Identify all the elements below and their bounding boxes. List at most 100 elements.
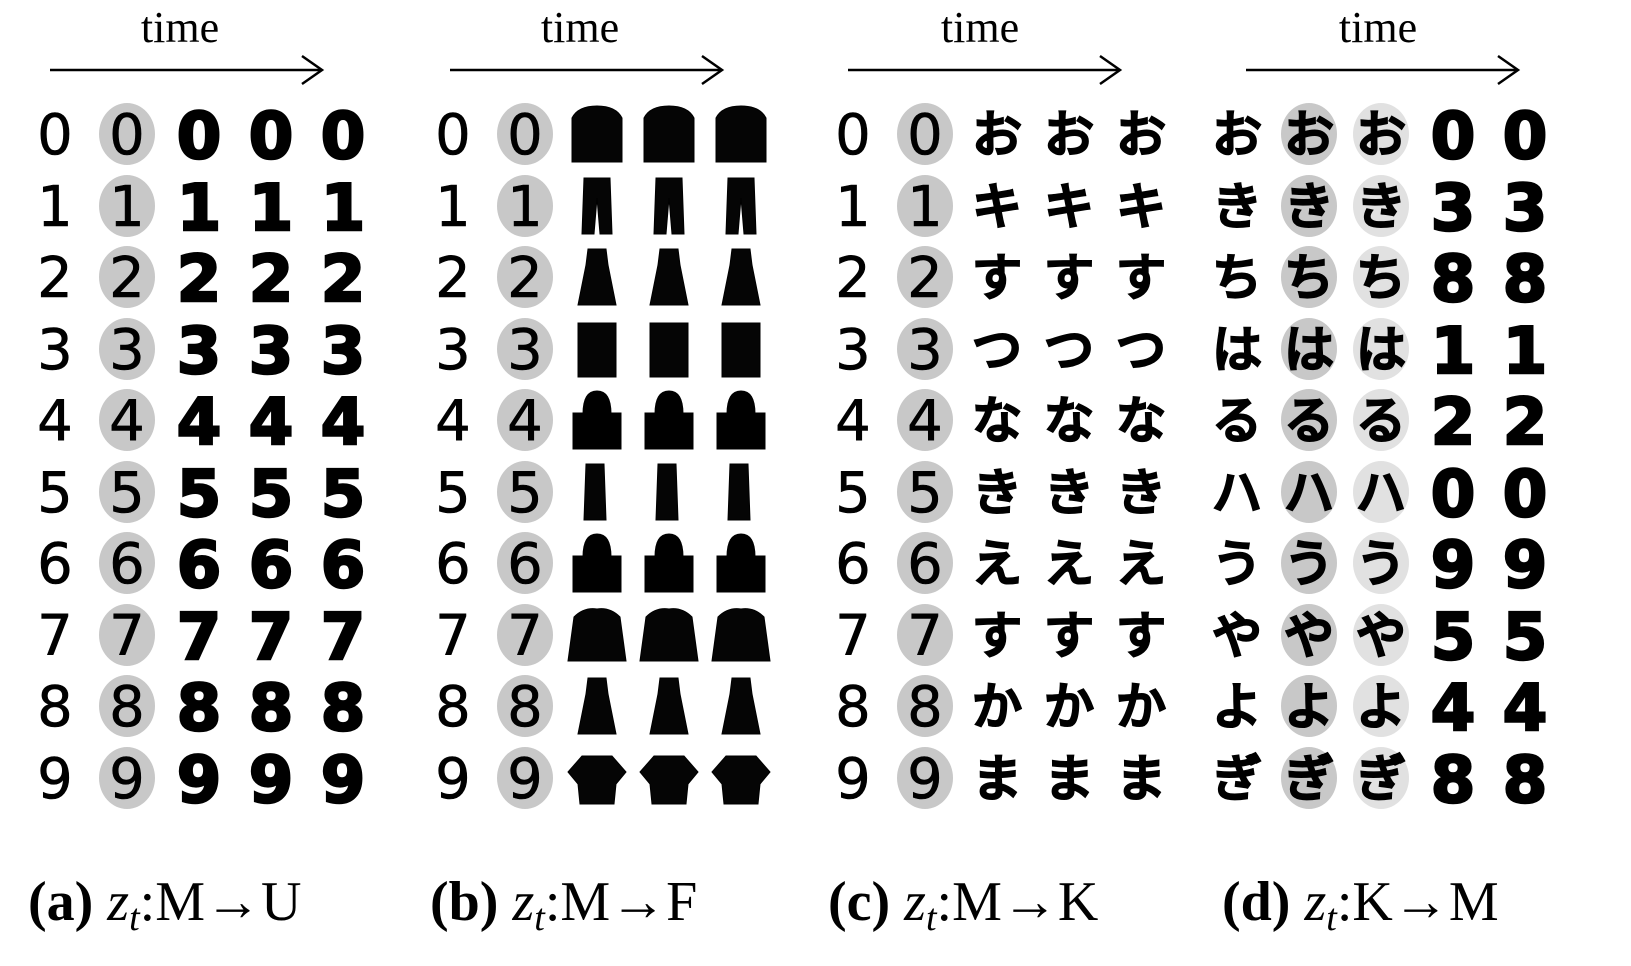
- fashion-item: [725, 177, 757, 234]
- svg-text:3: 3: [109, 318, 145, 383]
- svg-text:ま: ま: [1116, 750, 1166, 808]
- sample-image: よ: [1353, 675, 1409, 737]
- svg-text:ぎ: ぎ: [1284, 750, 1334, 808]
- fashion-item: [567, 607, 627, 661]
- svg-text:9: 9: [1503, 529, 1548, 603]
- sample-image: 8: [497, 675, 553, 740]
- svg-text:2: 2: [1503, 386, 1548, 460]
- sample-frame: ぎ: [1202, 744, 1272, 811]
- sample-frame: は: [1274, 315, 1344, 382]
- svg-text:7: 7: [109, 604, 145, 669]
- sample-frame: 5: [1418, 599, 1488, 676]
- svg-text:7: 7: [37, 604, 73, 669]
- sample-frame: 9: [818, 744, 888, 812]
- caption-variable: z: [1304, 871, 1327, 933]
- sample-frame: お: [1034, 100, 1104, 167]
- caption-subscript: t: [534, 897, 545, 939]
- svg-text:8: 8: [321, 672, 366, 746]
- sample-image: 2: [175, 242, 222, 319]
- svg-text:き: き: [1356, 178, 1406, 236]
- svg-text:5: 5: [507, 461, 543, 526]
- sample-frame: 8: [490, 672, 560, 740]
- fashion-item: [716, 533, 766, 593]
- svg-text:う: う: [1284, 535, 1334, 593]
- sample-frame: 1: [308, 170, 378, 247]
- sample-frame: 7: [92, 601, 162, 669]
- svg-text:2: 2: [109, 246, 145, 311]
- sample-frame: 6: [236, 528, 306, 605]
- sample-image: 8: [175, 671, 222, 748]
- sample-image: [649, 248, 689, 306]
- svg-text:1: 1: [435, 175, 471, 240]
- sample-frame: 7: [890, 601, 960, 669]
- blur-mask: [897, 389, 953, 451]
- svg-text:8: 8: [1503, 744, 1548, 818]
- blur-mask: [897, 317, 953, 380]
- sample-frame: 1: [818, 172, 888, 240]
- svg-text:1: 1: [1503, 315, 1548, 389]
- svg-text:き: き: [1212, 178, 1262, 236]
- time-arrow-icon: [50, 54, 325, 86]
- sample-image: 6: [247, 528, 294, 605]
- sample-image: き: [1115, 463, 1167, 523]
- svg-text:4: 4: [907, 389, 943, 454]
- svg-text:よ: よ: [1356, 678, 1406, 736]
- sample-frame: 3: [1418, 170, 1488, 247]
- svg-text:0: 0: [321, 100, 366, 174]
- sample-frame: 2: [418, 243, 488, 312]
- sample-frame: [634, 100, 704, 167]
- sample-image: 0: [1429, 99, 1476, 176]
- svg-text:は: は: [1356, 321, 1406, 379]
- sample-image: [639, 755, 699, 804]
- sample-frame: 1: [20, 172, 90, 240]
- sample-image: 7: [497, 603, 553, 669]
- sample-image: す: [1043, 248, 1095, 308]
- blur-mask: [1281, 103, 1337, 165]
- sample-frame: [634, 315, 704, 382]
- svg-text:や: や: [1284, 607, 1334, 665]
- sample-image: 6: [319, 528, 366, 605]
- sample-frame: な: [1106, 386, 1176, 453]
- sample-image: 1: [1501, 313, 1548, 390]
- blur-mask: [497, 103, 553, 165]
- blur-mask: [1281, 246, 1337, 308]
- blur-mask: [897, 246, 953, 308]
- sample-image: 9: [835, 746, 871, 812]
- sample-image: お: [1115, 105, 1167, 165]
- sample-frame: よ: [1202, 672, 1272, 739]
- svg-text:3: 3: [249, 315, 294, 389]
- sample-image: ま: [1043, 749, 1095, 809]
- blur-mask: [99, 603, 155, 666]
- svg-text:0: 0: [1503, 100, 1548, 174]
- fashion-item: [716, 390, 766, 450]
- sample-image: 7: [319, 599, 366, 676]
- sample-frame: き: [1274, 172, 1344, 239]
- sample-image: う: [1281, 532, 1337, 594]
- sample-frame: な: [1034, 386, 1104, 453]
- sample-image: き: [1353, 174, 1409, 237]
- sample-frame: 9: [20, 744, 90, 812]
- sample-image: 3: [37, 317, 73, 383]
- sample-image: [571, 105, 623, 163]
- svg-text:3: 3: [907, 318, 943, 383]
- fashion-item: [644, 390, 694, 450]
- sample-image: る: [1281, 389, 1337, 451]
- sample-image: 3: [99, 317, 155, 383]
- svg-text:0: 0: [1503, 458, 1548, 532]
- svg-text:1: 1: [907, 175, 943, 240]
- svg-text:8: 8: [1503, 243, 1548, 317]
- sample-frame: 0: [308, 99, 378, 176]
- svg-text:す: す: [972, 607, 1022, 665]
- svg-text:1: 1: [249, 172, 294, 246]
- sample-frame: す: [1034, 601, 1104, 668]
- sample-frame: 1: [490, 172, 560, 240]
- caption-variable: z: [512, 871, 535, 933]
- sample-frame: ち: [1346, 243, 1416, 310]
- sample-frame: よ: [1274, 672, 1344, 739]
- svg-text:よ: よ: [1212, 678, 1262, 736]
- sample-frame: 8: [1490, 242, 1560, 319]
- svg-text:9: 9: [321, 744, 366, 818]
- sample-frame: 5: [490, 458, 560, 526]
- sample-image: は: [1211, 320, 1263, 380]
